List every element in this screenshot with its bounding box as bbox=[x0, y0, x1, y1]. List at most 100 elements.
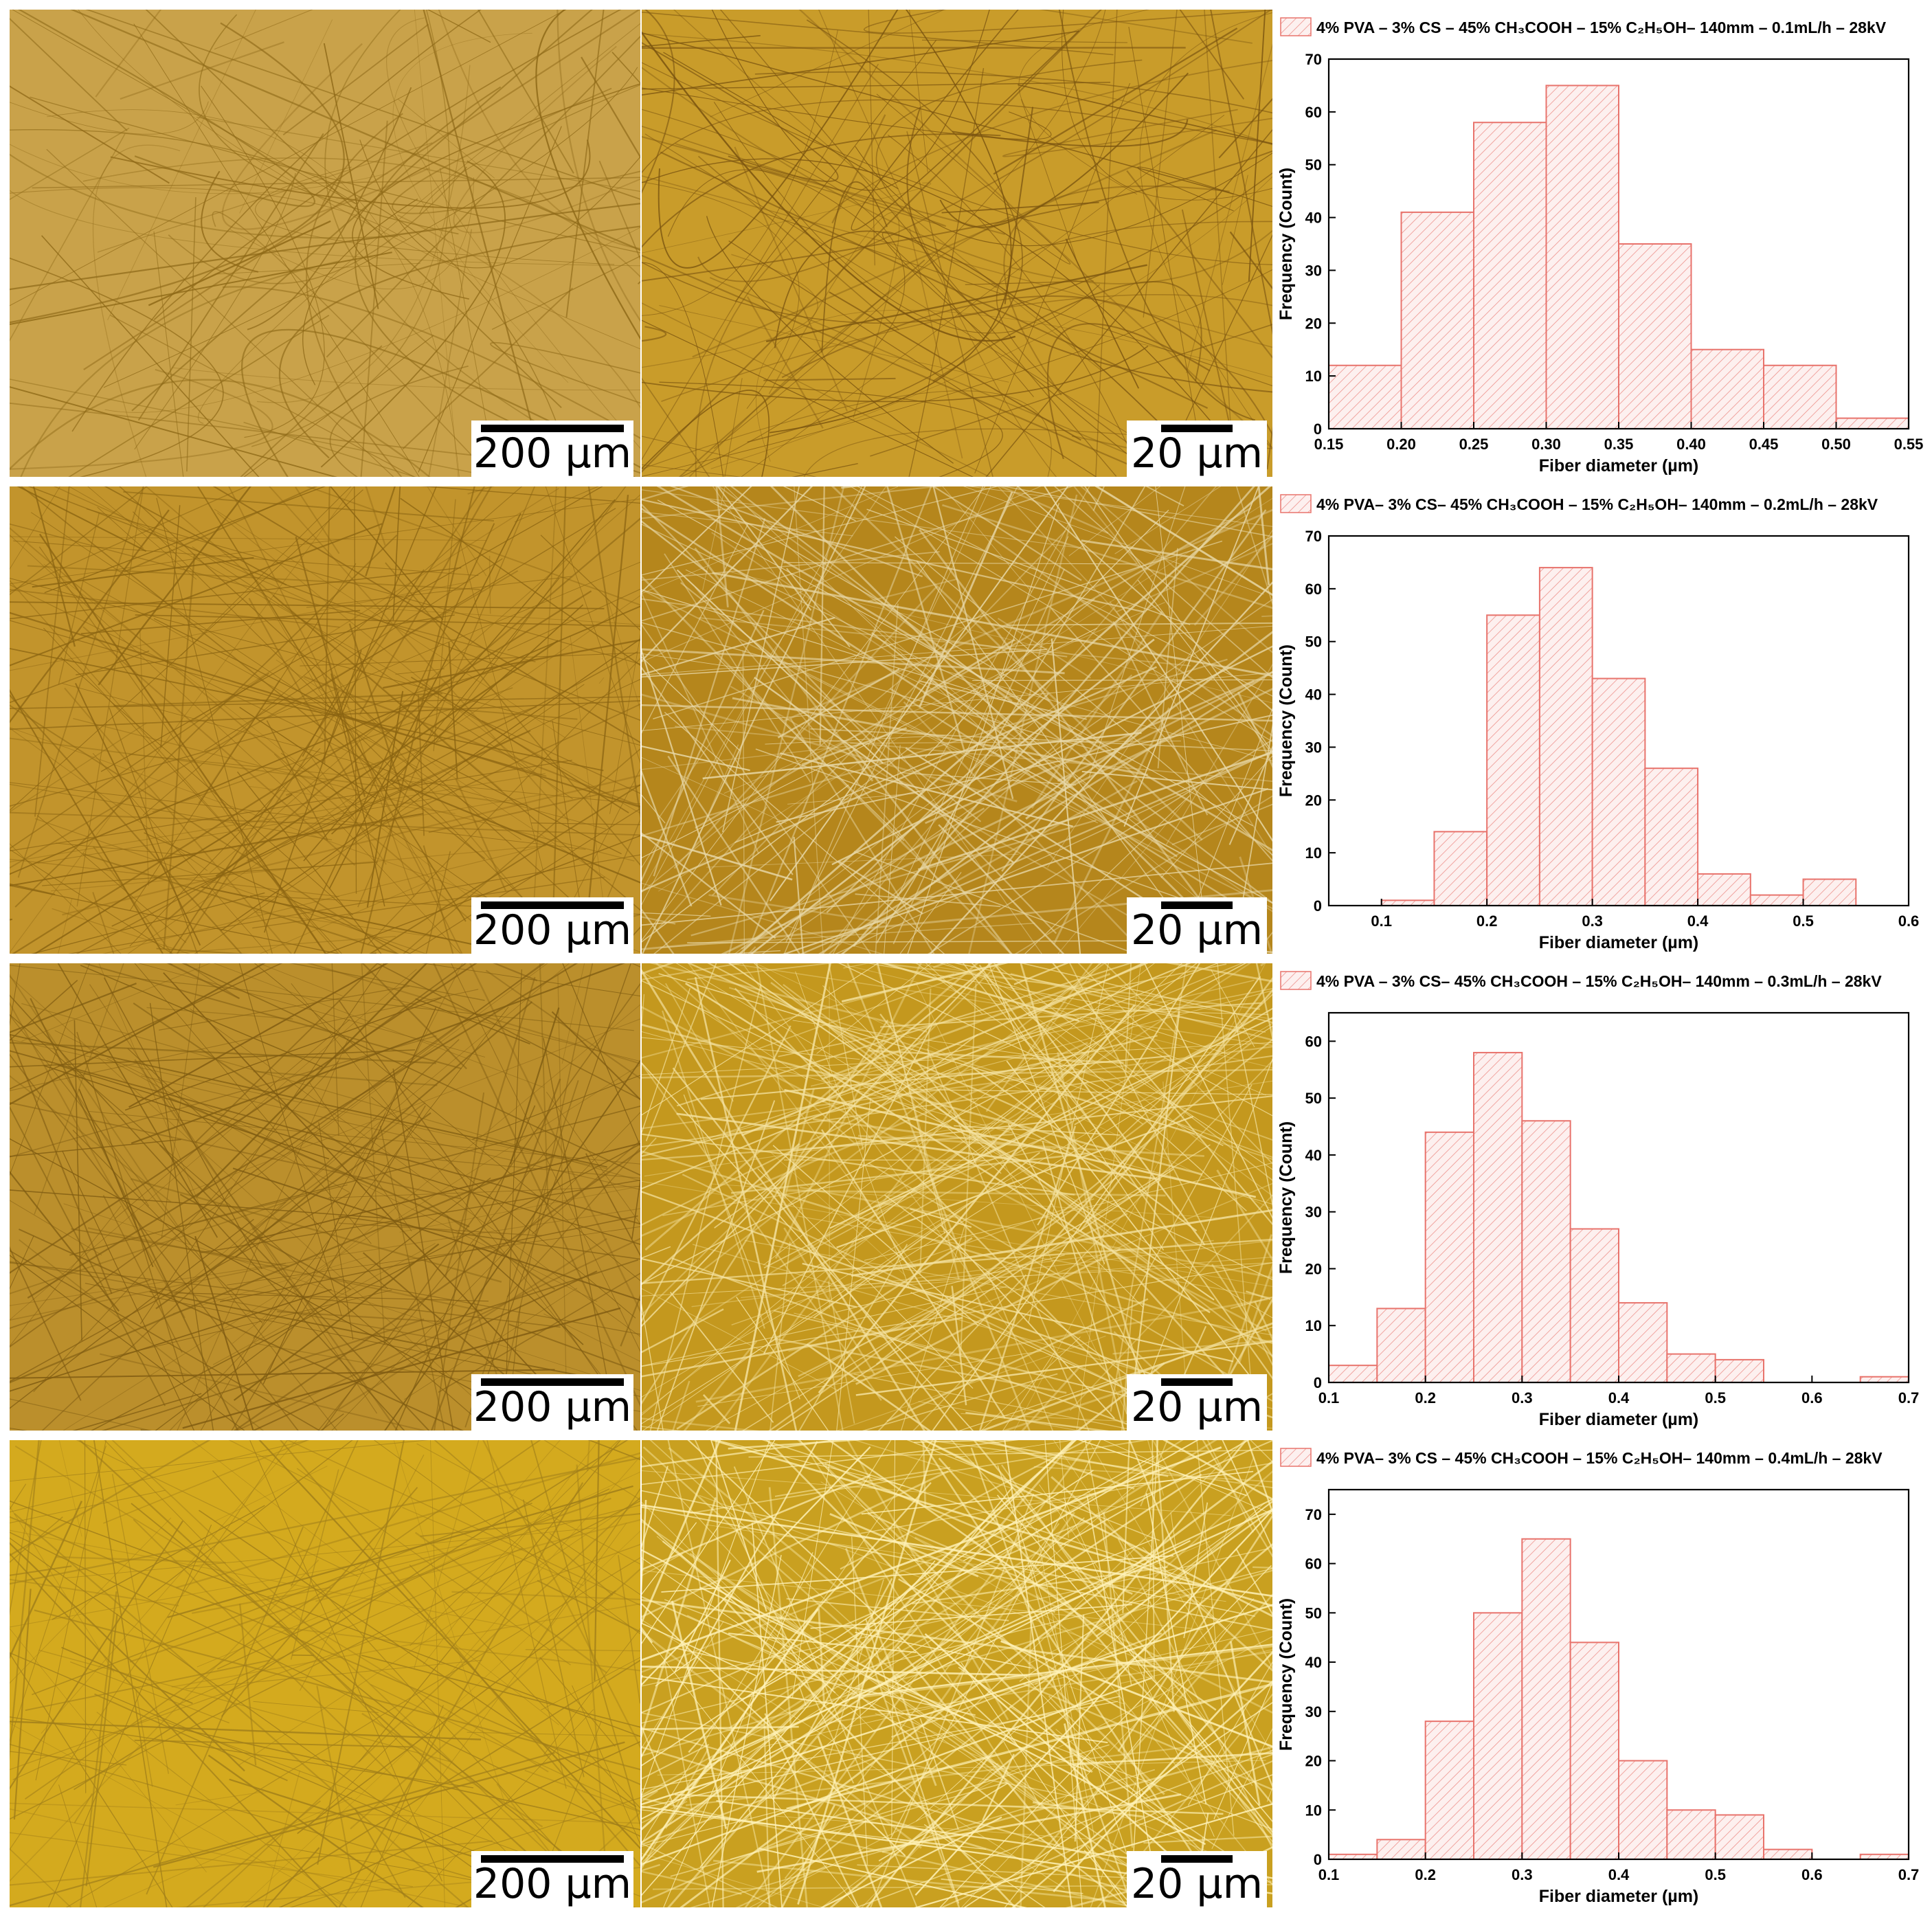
y-tick-label: 30 bbox=[1305, 1703, 1322, 1720]
fiber-strand bbox=[857, 1864, 1180, 1881]
fiber-strand bbox=[642, 1666, 1028, 1677]
fiber-strand bbox=[464, 1080, 579, 1428]
histogram-bar bbox=[1618, 1302, 1668, 1383]
fiber-strand bbox=[525, 1648, 640, 1652]
fiber-strand bbox=[10, 989, 479, 1091]
x-tick-label: 0.7 bbox=[1898, 1389, 1920, 1406]
fiber-strand bbox=[133, 1518, 396, 1780]
fiber-strand bbox=[642, 47, 1186, 49]
fiber-strand bbox=[1042, 1141, 1125, 1431]
fiber-strand bbox=[751, 1523, 783, 1907]
fiber-strand bbox=[58, 1440, 82, 1537]
fiber-strand bbox=[880, 963, 1079, 1022]
fiber-strand bbox=[642, 523, 749, 734]
fiber-strand bbox=[774, 1466, 951, 1497]
fiber-strand bbox=[10, 1440, 429, 1482]
fiber-strand bbox=[770, 1151, 906, 1277]
fiber-strand bbox=[868, 10, 875, 266]
fiber-strand bbox=[932, 976, 1261, 1431]
fiber-strand bbox=[1086, 1495, 1152, 1857]
fiber-strand bbox=[10, 727, 208, 871]
fiber-strand bbox=[81, 580, 418, 768]
fiber-strand bbox=[63, 1203, 640, 1391]
fiber-strand bbox=[467, 1731, 640, 1737]
fiber-strand bbox=[813, 1152, 1040, 1319]
fiber-strand bbox=[642, 32, 1234, 194]
fiber-strand bbox=[915, 1503, 1265, 1822]
fiber-strand bbox=[10, 1537, 530, 1907]
fiber-strand bbox=[642, 1475, 871, 1571]
fiber-strand bbox=[451, 963, 640, 1352]
fiber-strand bbox=[877, 963, 1198, 1220]
fiber-strand bbox=[676, 1237, 973, 1430]
fiber-strand bbox=[1055, 1729, 1267, 1907]
fiber-strand bbox=[1103, 1440, 1272, 1515]
fiber-strand bbox=[256, 65, 471, 403]
fiber-strand bbox=[10, 1505, 115, 1673]
fiber-strand bbox=[258, 963, 343, 997]
fiber-strand bbox=[667, 1440, 772, 1907]
fiber-strand bbox=[1035, 1053, 1272, 1141]
fiber-strand bbox=[875, 1038, 1272, 1365]
fiber-strand bbox=[134, 1739, 413, 1748]
fiber-strand bbox=[642, 503, 1057, 934]
fiber-strand bbox=[508, 1323, 640, 1374]
x-tick-label: 0.4 bbox=[1687, 912, 1709, 930]
fiber-strand bbox=[134, 172, 296, 450]
fiber-strand bbox=[10, 704, 398, 954]
fiber-strand bbox=[642, 1725, 799, 1731]
fiber-strand bbox=[233, 1149, 640, 1431]
fiber-strand bbox=[1157, 548, 1178, 769]
fiber-strand bbox=[419, 84, 640, 214]
fiber-strand bbox=[1112, 1339, 1272, 1355]
fiber-strand bbox=[1235, 1548, 1272, 1616]
fiber-strand bbox=[642, 1440, 892, 1844]
fiber-strand bbox=[67, 854, 640, 954]
fiber-strand bbox=[395, 668, 445, 675]
fiber-strand bbox=[10, 1189, 387, 1219]
fiber-strand bbox=[642, 1062, 974, 1431]
fiber-strand bbox=[695, 60, 1272, 477]
fiber-strand bbox=[251, 1270, 598, 1431]
fiber-strand bbox=[530, 1440, 640, 1828]
fiber-strand bbox=[798, 10, 1272, 450]
fiber-strand bbox=[80, 609, 361, 635]
fiber-strand bbox=[932, 486, 1082, 581]
scale-bar-line bbox=[481, 901, 624, 909]
figure-row-2: 200 µm 20 µm 4% PVA– 3% CS– 45% CH₃COOH … bbox=[0, 486, 1932, 954]
fiber-strand bbox=[214, 508, 566, 739]
fiber-strand bbox=[10, 885, 341, 954]
fiber-strand bbox=[836, 963, 1272, 1068]
fiber-strand bbox=[929, 581, 1272, 954]
scale-bar-200um-3: 200 µm bbox=[471, 1374, 633, 1431]
fiber-strand bbox=[746, 296, 824, 429]
fiber-strand bbox=[642, 87, 1052, 140]
fiber-strand bbox=[642, 1316, 963, 1378]
fiber-strand bbox=[282, 23, 429, 136]
fiber-strand bbox=[642, 609, 765, 882]
fiber-strand bbox=[642, 1286, 1007, 1367]
fiber-strand bbox=[642, 648, 722, 906]
histogram-bar bbox=[1644, 767, 1699, 907]
fiber-strand bbox=[642, 1863, 661, 1872]
fiber-strand bbox=[642, 1246, 671, 1259]
fiber-strand bbox=[540, 535, 640, 631]
fiber-strand bbox=[1253, 1566, 1272, 1569]
fiber-strand bbox=[939, 1565, 1272, 1907]
x-tick-label: 0.3 bbox=[1512, 1389, 1533, 1406]
fiber-strand bbox=[341, 963, 467, 1055]
fiber-strand bbox=[1213, 1681, 1272, 1819]
fiber-strand bbox=[899, 872, 962, 954]
fiber-strand bbox=[822, 963, 993, 1103]
fiber-strand bbox=[10, 773, 546, 863]
fiber-strand bbox=[480, 963, 631, 1398]
fiber-strand bbox=[642, 988, 690, 1134]
fiber-strand bbox=[10, 963, 478, 1274]
histogram-bar bbox=[1376, 1308, 1426, 1383]
fiber-strand bbox=[326, 35, 640, 358]
fiber-strand bbox=[886, 1298, 1149, 1422]
fiber-strand bbox=[923, 1824, 1046, 1907]
fiber-strand bbox=[642, 653, 745, 669]
fiber-strand bbox=[866, 1440, 1248, 1907]
fiber-strand bbox=[48, 1524, 212, 1907]
